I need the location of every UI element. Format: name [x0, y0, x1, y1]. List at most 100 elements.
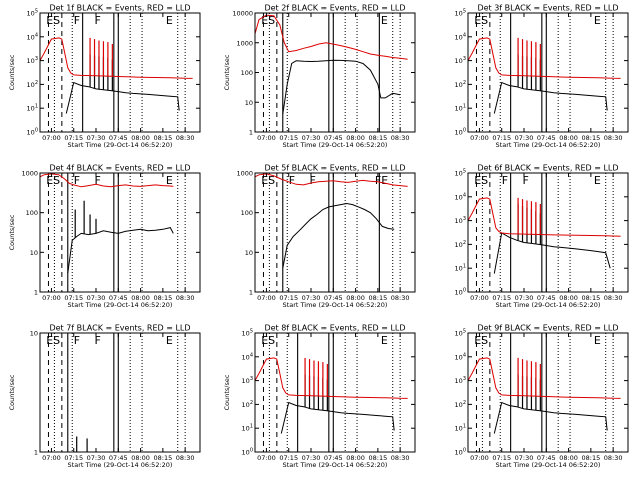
y-tick-label: 103	[455, 216, 466, 225]
x-axis-label: Start Time (29-Oct-14 06:52:20)	[496, 461, 601, 469]
plot-frame	[254, 332, 416, 453]
y-tick-label: 102	[455, 80, 466, 89]
y-tick-label: 101	[455, 104, 466, 113]
x-tick-label: 08:15	[368, 454, 387, 462]
series-group	[76, 436, 88, 452]
x-tick-label: 08:00	[559, 454, 578, 462]
event-lines	[47, 13, 186, 132]
event-lines	[475, 13, 614, 132]
event-marker-label: E	[594, 334, 601, 347]
y-tick-label: 103	[242, 376, 253, 385]
x-axis-label: Start Time (29-Oct-14 06:52:20)	[68, 141, 173, 149]
y-tick-label: 104	[455, 192, 466, 201]
y-tick-label: 102	[455, 240, 466, 249]
y-tick-label: 1000	[236, 170, 253, 178]
y-tick-label: 1	[34, 449, 38, 457]
y-tick-label: 10	[30, 330, 38, 338]
event-marker-label: E	[166, 334, 173, 347]
panel-title: Det 9f BLACK = Events, RED = LLD	[477, 324, 618, 333]
x-tick-label: 07:30	[87, 454, 106, 462]
plot-frame	[467, 172, 629, 293]
y-tick-label: 101	[455, 424, 466, 433]
x-tick-label: 08:00	[131, 134, 150, 142]
y-axis-label: Counts/sec	[8, 54, 16, 90]
y-tick-label: 100	[26, 209, 38, 217]
panel-title: Det 7f BLACK = Events, RED = LLD	[49, 324, 190, 333]
event-marker-label: F	[289, 174, 295, 187]
event-marker-label: E	[166, 14, 173, 27]
series-group	[468, 197, 621, 274]
y-tick-label: 100	[455, 128, 466, 137]
panel-title: Det 6f BLACK = Events, RED = LLD	[477, 164, 618, 173]
panel-title: Det 5f BLACK = Events, RED = LLD	[264, 164, 405, 173]
series-line-events	[280, 401, 395, 434]
event-marker-label: ES	[46, 334, 60, 347]
x-tick-label: 08:15	[581, 134, 600, 142]
y-tick-label: 100	[27, 128, 38, 137]
y-tick-label: 100	[242, 448, 253, 457]
plot-frame	[39, 172, 201, 293]
y-tick-label: 1	[249, 129, 253, 137]
x-tick-label: 08:30	[176, 134, 195, 142]
x-tick-label: 07:15	[64, 294, 83, 302]
x-tick-label: 08:00	[131, 454, 150, 462]
series-group	[468, 357, 621, 434]
x-axis-label: Start Time (29-Oct-14 06:52:20)	[496, 301, 601, 309]
event-marker-label: F	[74, 14, 80, 27]
y-tick-label: 1000	[236, 39, 253, 47]
y-tick-label: 105	[455, 9, 466, 18]
plot-frame	[254, 12, 416, 133]
x-tick-label: 08:15	[368, 294, 387, 302]
x-tick-label: 07:45	[324, 134, 343, 142]
x-axis-label: Start Time (29-Oct-14 06:52:20)	[68, 301, 173, 309]
x-tick-label: 08:00	[559, 134, 578, 142]
x-tick-label: 07:30	[515, 294, 534, 302]
y-tick-label: 100	[241, 69, 253, 77]
x-tick-label: 07:45	[324, 454, 343, 462]
event-marker-label: F	[95, 174, 101, 187]
event-lines	[475, 333, 614, 452]
x-tick-label: 07:00	[257, 134, 276, 142]
y-tick-label: 103	[455, 376, 466, 385]
y-tick-label: 104	[242, 352, 253, 361]
x-tick-label: 07:15	[279, 134, 298, 142]
x-tick-label: 08:30	[391, 134, 410, 142]
plot-frame	[467, 332, 629, 453]
y-axis-label: Counts/sec	[8, 214, 16, 250]
series-line-lld	[468, 197, 621, 237]
series-line-events	[65, 81, 180, 114]
y-tick-label: 105	[27, 9, 38, 18]
event-lines	[475, 173, 614, 292]
plot-frame	[467, 12, 629, 133]
event-marker-label: F	[95, 334, 101, 347]
series-group	[255, 357, 408, 434]
x-tick-label: 08:15	[368, 134, 387, 142]
x-axis-label: Start Time (29-Oct-14 06:52:20)	[283, 141, 388, 149]
event-marker-label: F	[502, 174, 508, 187]
y-tick-label: 104	[27, 32, 38, 41]
x-tick-label: 08:30	[391, 294, 410, 302]
x-tick-label: 07:30	[515, 134, 534, 142]
plot-frame	[39, 12, 201, 133]
panel-title: Det 2f BLACK = Events, RED = LLD	[264, 4, 405, 13]
x-tick-label: 08:30	[176, 454, 195, 462]
x-tick-label: 07:30	[87, 134, 106, 142]
series-group	[40, 173, 174, 274]
x-tick-label: 07:45	[109, 294, 128, 302]
x-tick-label: 07:30	[515, 454, 534, 462]
x-tick-label: 07:45	[537, 134, 556, 142]
event-marker-label: F	[523, 174, 529, 187]
series-group	[468, 37, 621, 114]
x-tick-label: 08:15	[581, 294, 600, 302]
x-axis-label: Start Time (29-Oct-14 06:52:20)	[68, 461, 173, 469]
x-tick-label: 07:30	[302, 134, 321, 142]
series-line-lld	[255, 357, 408, 399]
plot-frame	[39, 332, 201, 453]
